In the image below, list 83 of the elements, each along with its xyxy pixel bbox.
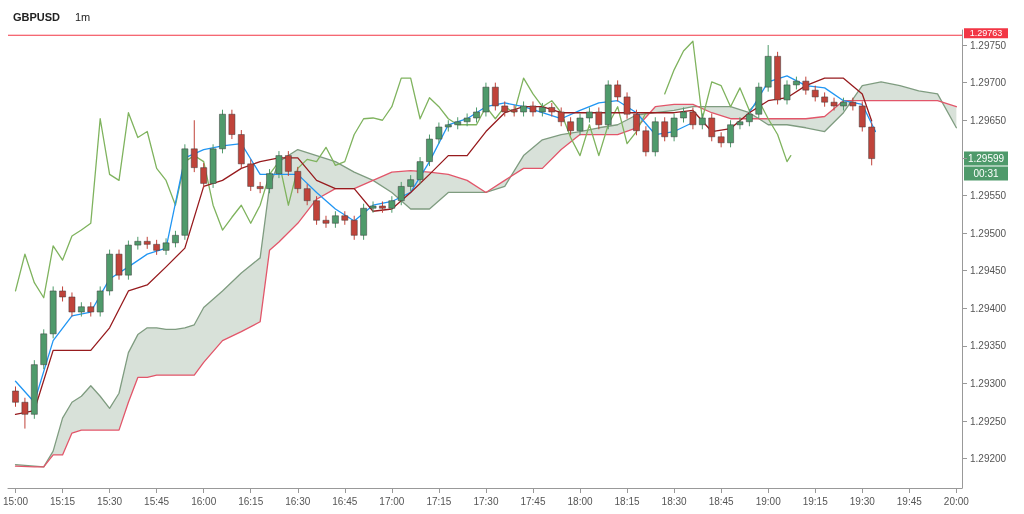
candlestick: [492, 82, 499, 111]
candlestick: [350, 215, 358, 241]
x-tick-label: 17:15: [426, 495, 452, 507]
candlestick: [285, 150, 292, 177]
candlestick: [68, 291, 76, 318]
x-tick-label: 19:45: [896, 495, 923, 507]
x-tick-label: 16:15: [238, 495, 264, 507]
x-tick-label: 15:00: [3, 495, 29, 507]
y-tick-label: 1.29200: [970, 453, 1007, 465]
candlestick: [12, 385, 19, 408]
candlestick: [661, 116, 668, 142]
candlestick: [708, 112, 716, 142]
candlestick: [96, 285, 104, 318]
candlestick: [275, 150, 283, 179]
x-tick-label: 17:00: [379, 495, 405, 507]
x-tick-label: 17:45: [520, 495, 546, 507]
candlestick: [294, 166, 302, 194]
candlestick: [727, 119, 734, 148]
candlestick: [200, 162, 207, 189]
x-tick-label: 15:15: [50, 495, 76, 507]
candlestick: [426, 134, 433, 167]
x-tick-label: 17:30: [473, 495, 499, 507]
candlestick: [416, 156, 424, 185]
candlestick: [858, 100, 866, 133]
x-tick-label: 18:30: [661, 495, 688, 507]
candlestick: [736, 116, 744, 130]
x-tick-label: 16:00: [191, 495, 217, 507]
text: 00:31: [973, 168, 999, 180]
y-tick-label: 1.29450: [970, 265, 1007, 277]
candlestick: [576, 112, 584, 136]
y-tick-label: 1.29250: [970, 415, 1007, 427]
y-tick-label: 1.29350: [970, 340, 1007, 352]
y-tick-label: 1.29500: [970, 227, 1007, 239]
y-tick-label: 1.29750: [970, 39, 1007, 51]
x-tick-label: 18:15: [614, 495, 641, 507]
x-tick-label: 16:30: [285, 495, 311, 507]
candlestick: [369, 200, 377, 214]
candlestick: [190, 119, 198, 173]
ref-line-label: 1.29763: [969, 28, 1003, 39]
candlestick: [595, 106, 603, 130]
candlestick: [623, 91, 631, 120]
x-tick-label: 19:00: [755, 495, 782, 507]
x-tick-label: 20:00: [943, 495, 970, 507]
y-tick-label: 1.29300: [970, 377, 1007, 389]
candlestick: [463, 112, 471, 127]
candlestick: [802, 76, 810, 96]
candlestick: [21, 397, 29, 430]
candlestick: [228, 109, 236, 140]
x-tick-label: 15:45: [144, 495, 170, 507]
candlestick: [642, 125, 650, 157]
candlestick: [529, 100, 537, 117]
x-tick-label: 18:00: [567, 495, 593, 507]
chart-title: GBPUSD: [13, 10, 61, 23]
candlestick: [689, 106, 697, 130]
y-tick-label: 1.29650: [970, 114, 1007, 126]
x-tick-label: 19:30: [849, 495, 876, 507]
candlestick: [322, 215, 330, 229]
candlestick: [313, 195, 320, 226]
candlestick: [633, 109, 640, 136]
x-tick-label: 16:45: [332, 495, 358, 507]
y-tick-label: 1.29400: [970, 302, 1007, 314]
candlestick: [115, 249, 123, 281]
candlestick: [567, 116, 574, 136]
annotation: 1.29599: [967, 153, 1005, 165]
candlestick: [435, 122, 443, 145]
x-tick-label: 15:30: [97, 495, 123, 507]
candlestick: [849, 97, 857, 111]
y-tick-label: 1.29550: [970, 189, 1007, 201]
x-tick-label: 18:45: [708, 495, 735, 507]
candlestick: [397, 181, 405, 206]
candlestick: [256, 181, 264, 194]
candlestick: [717, 131, 725, 148]
candlestick: [830, 97, 838, 111]
x-tick-label: 19:15: [802, 495, 829, 507]
candlestick: [266, 168, 273, 194]
candlestick: [162, 237, 170, 256]
candlestick: [783, 79, 791, 105]
candlestick: [247, 158, 255, 192]
chart-subtitle: 1m: [75, 10, 91, 23]
candlestick: [670, 112, 678, 142]
candlestick: [303, 183, 311, 206]
candlestick: [614, 79, 621, 102]
y-tick-label: 1.29700: [970, 77, 1007, 89]
